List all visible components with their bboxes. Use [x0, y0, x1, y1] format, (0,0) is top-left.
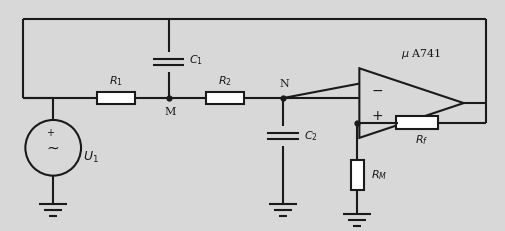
Text: $+$: $+$	[371, 109, 383, 123]
Text: $-$: $-$	[371, 83, 383, 97]
Text: $R_2$: $R_2$	[218, 74, 232, 88]
Text: N: N	[280, 79, 290, 89]
Text: +: +	[46, 128, 54, 138]
Text: $R_1$: $R_1$	[109, 74, 123, 88]
Bar	[97, 92, 135, 104]
Text: $C_2$: $C_2$	[304, 129, 318, 143]
Bar	[396, 116, 438, 129]
Text: $C_1$: $C_1$	[189, 53, 204, 67]
Text: $R_M$: $R_M$	[371, 168, 387, 182]
Text: ~: ~	[47, 140, 60, 155]
Text: $U_1$: $U_1$	[83, 150, 99, 165]
Text: M: M	[165, 107, 176, 117]
Text: $\mu$ A741: $\mu$ A741	[401, 47, 442, 61]
Bar	[351, 160, 364, 190]
Bar	[206, 92, 244, 104]
Text: $R_f$: $R_f$	[415, 134, 429, 147]
